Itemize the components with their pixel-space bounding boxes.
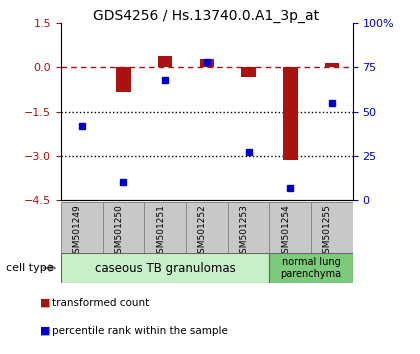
Bar (269, 253, 353, 283)
Bar (228, 202, 269, 253)
Text: cell type: cell type (6, 263, 54, 273)
Text: GSM501255: GSM501255 (323, 204, 332, 259)
Bar (61, 202, 102, 253)
Bar (116, 67, 131, 92)
Bar (325, 63, 339, 67)
Text: GSM501250: GSM501250 (114, 204, 123, 259)
Bar (144, 202, 186, 253)
Bar (283, 67, 297, 160)
Text: normal lung
parenchyma: normal lung parenchyma (281, 257, 341, 279)
Text: GSM501252: GSM501252 (198, 204, 207, 259)
Text: GSM501249: GSM501249 (73, 204, 82, 259)
Bar (269, 202, 311, 253)
Text: ■: ■ (40, 326, 50, 336)
Bar (241, 67, 256, 77)
Text: transformed count: transformed count (52, 298, 150, 308)
Bar (200, 59, 214, 67)
Bar (102, 202, 144, 253)
Bar (186, 202, 228, 253)
Text: GSM501253: GSM501253 (239, 204, 249, 259)
Bar (158, 56, 173, 67)
Bar (311, 202, 353, 253)
Text: GDS4256 / Hs.13740.0.A1_3p_at: GDS4256 / Hs.13740.0.A1_3p_at (93, 9, 319, 23)
Text: ■: ■ (40, 298, 50, 308)
Text: GSM501254: GSM501254 (281, 204, 290, 259)
Bar (61, 253, 269, 283)
Text: caseous TB granulomas: caseous TB granulomas (95, 262, 236, 275)
Text: GSM501251: GSM501251 (156, 204, 165, 259)
Text: percentile rank within the sample: percentile rank within the sample (52, 326, 228, 336)
